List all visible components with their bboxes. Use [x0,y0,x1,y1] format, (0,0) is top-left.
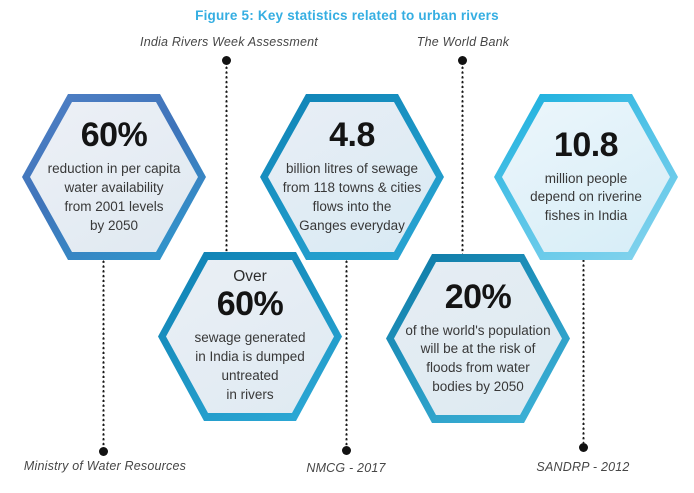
connector-dot-nmcg [342,446,351,455]
hex-fill: Over 60% sewage generated in India is du… [166,260,334,413]
stat-description: billion litres of sewage from 118 towns … [282,161,422,233]
hex-card-sewage-untreated: Over 60% sewage generated in India is du… [158,252,342,421]
stat-description: reduction in per capita water availabili… [47,161,181,233]
source-label-world-bank: The World Bank [416,35,510,49]
connector-dot-sandrp [579,443,588,452]
stat-value: 60% [216,285,284,324]
connector-line-ministry-water-resources [102,260,105,446]
source-label-india-rivers-week: India Rivers Week Assessment [140,35,318,49]
stat-value: 10.8 [553,125,619,164]
hex-card-riverine-fishes: 10.8 million people depend on riverine f… [494,94,678,260]
stat-prefix: Over [233,268,267,286]
source-label-nmcg: NMCG - 2017 [306,461,386,475]
stat-description: sewage generated in India is dumped untr… [194,330,306,402]
connector-line-world-bank [461,66,464,256]
stat-value: 20% [444,277,512,316]
hex-card-water-availability: 60% reduction in per capita water availa… [22,94,206,260]
figure-title: Figure 5: Key statistics related to urba… [195,8,499,23]
stat-description: million people depend on riverine fishes… [530,170,642,224]
connector-dot-world-bank [458,56,467,65]
hex-fill: 20% of the world's population will be at… [394,262,562,415]
hex-fill: 60% reduction in per capita water availa… [30,102,198,252]
stat-value: 60% [80,116,148,155]
connector-line-nmcg [345,260,348,446]
connector-dot-india-rivers-week [222,56,231,65]
hex-fill: 4.8 billion litres of sewage from 118 to… [268,102,436,252]
source-label-sandrp: SANDRP - 2012 [536,460,630,474]
stat-value: 4.8 [329,116,375,155]
hex-card-flood-risk: 20% of the world's population will be at… [386,254,570,423]
connector-dot-ministry-water-resources [99,447,108,456]
connector-line-india-rivers-week [225,66,228,254]
connector-line-sandrp [582,259,585,443]
source-label-ministry-water-resources: Ministry of Water Resources [23,459,187,473]
hex-card-ganges-sewage: 4.8 billion litres of sewage from 118 to… [260,94,444,260]
stat-description: of the world's population will be at the… [405,322,551,395]
hex-fill: 10.8 million people depend on riverine f… [502,102,670,252]
